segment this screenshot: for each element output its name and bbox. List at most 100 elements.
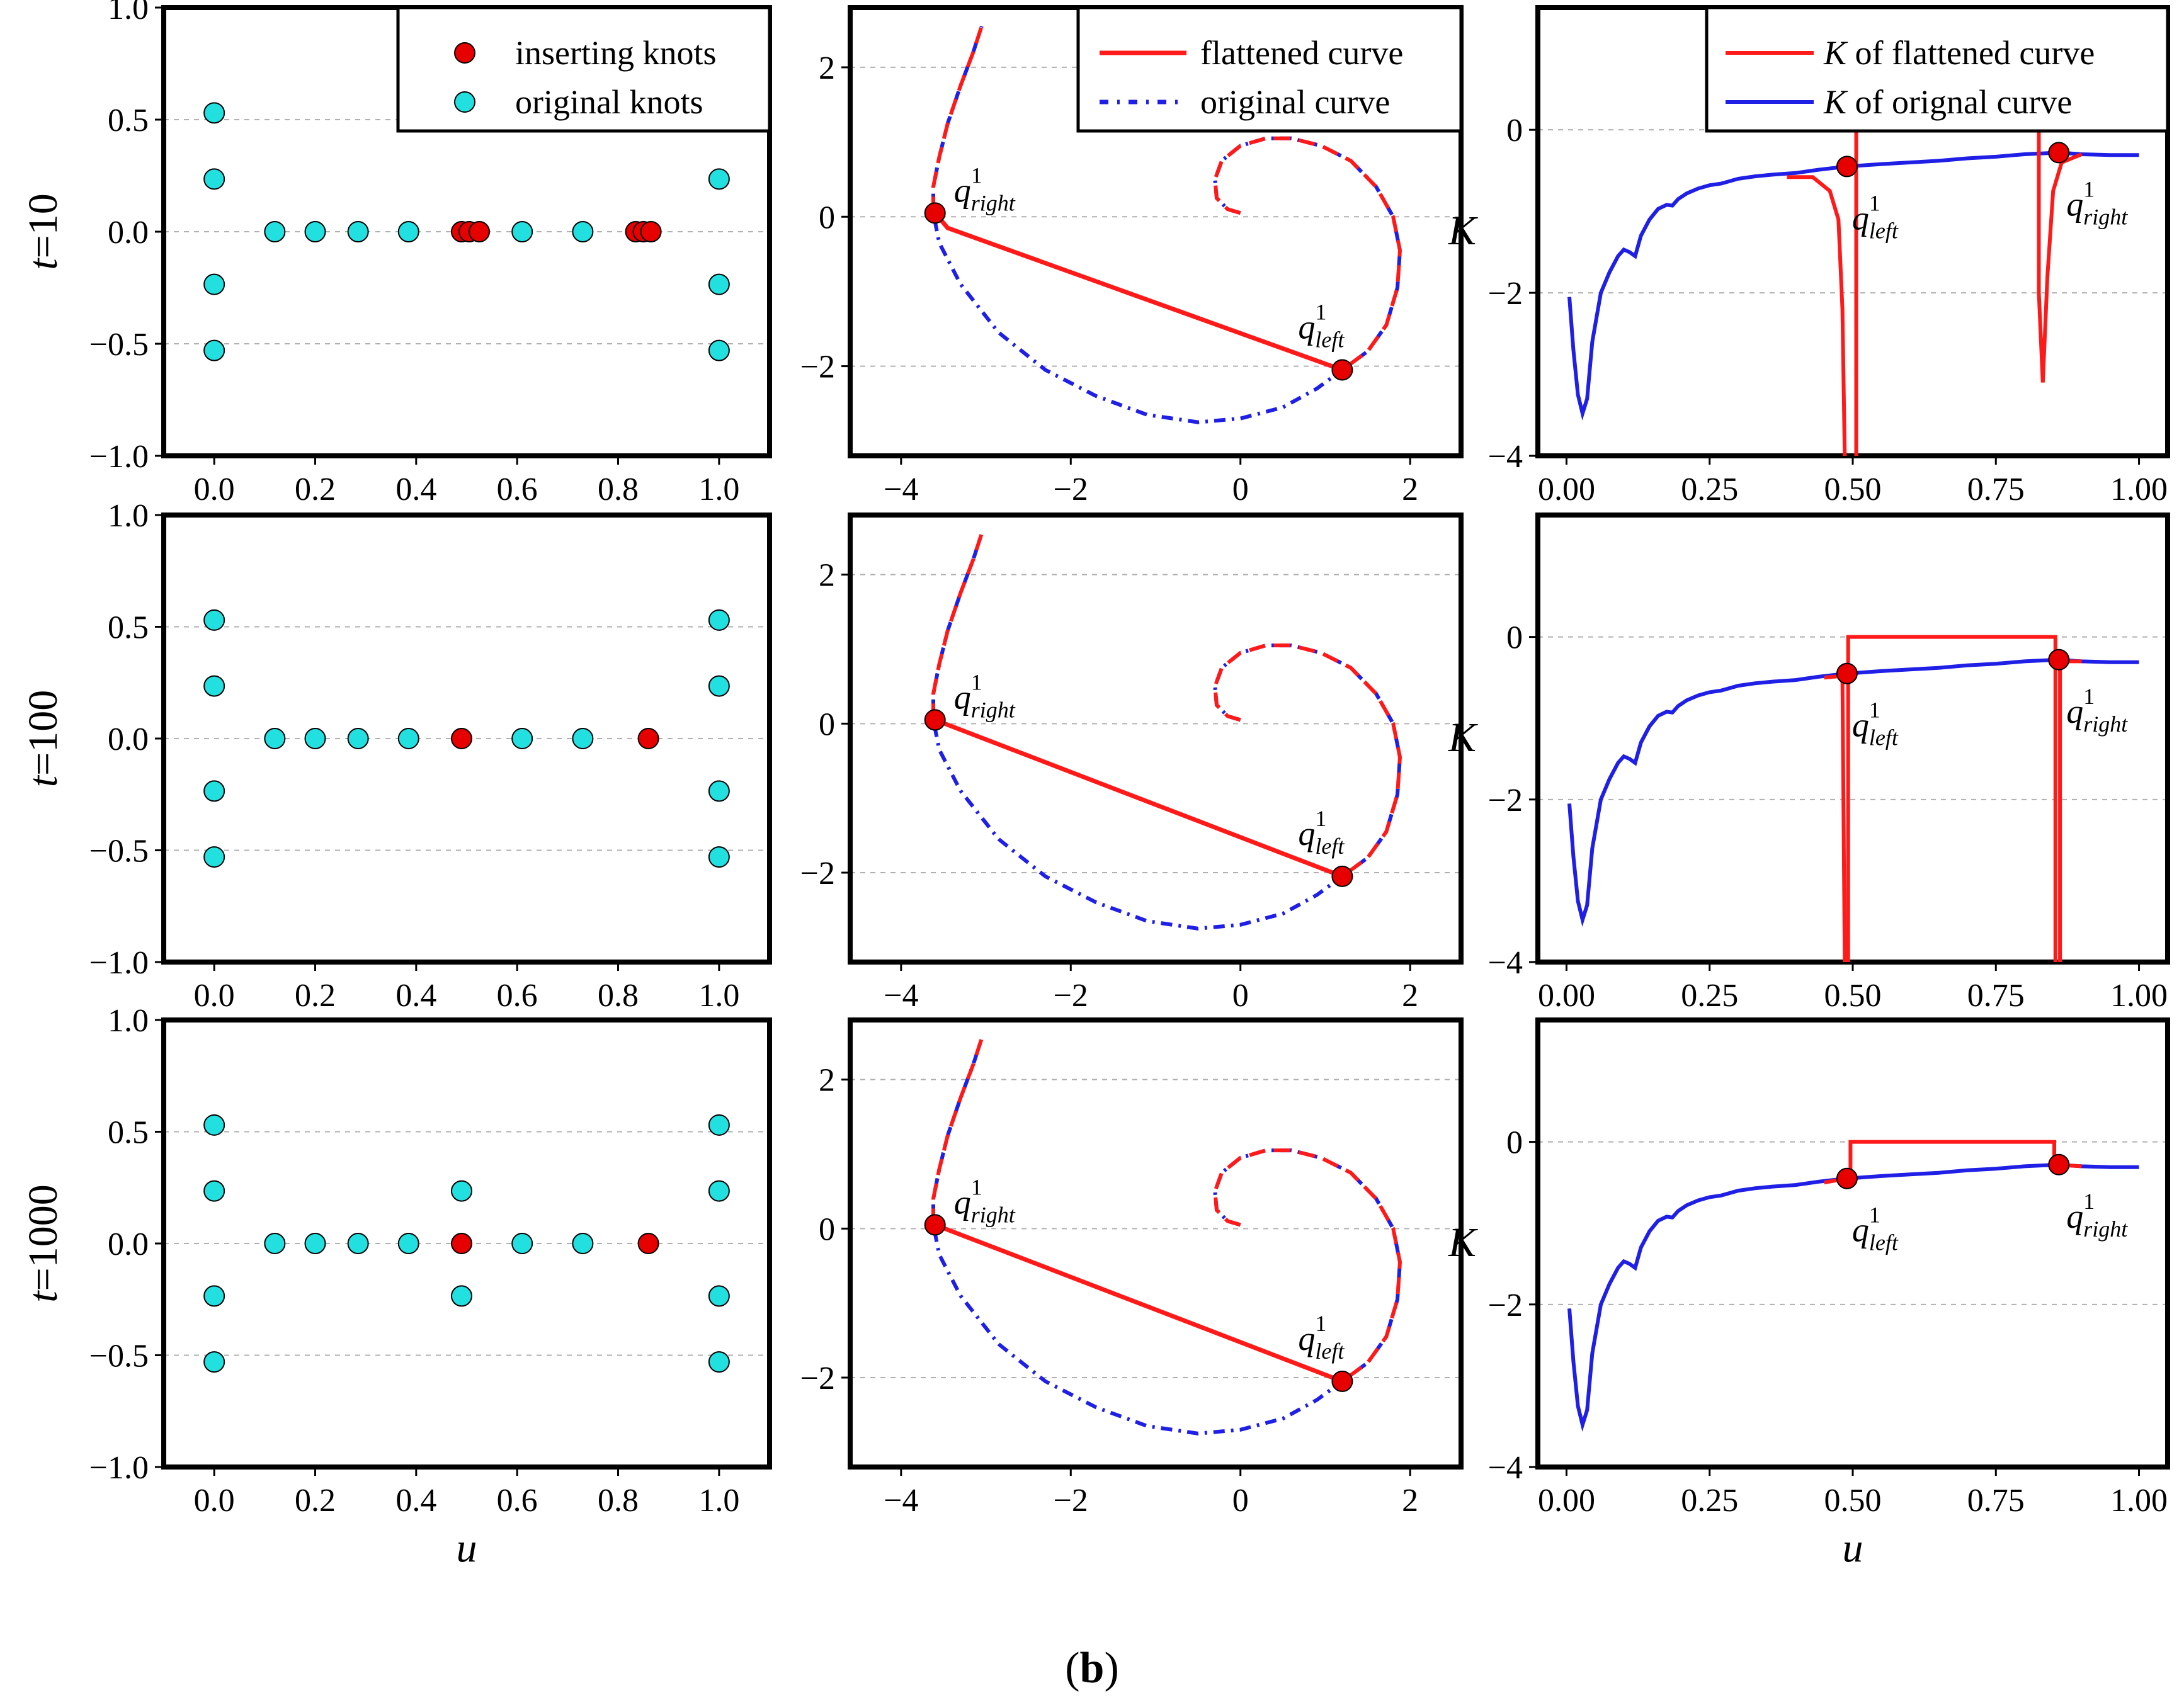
y-tick-label: −2 [1488, 276, 1523, 312]
original-knot [264, 728, 286, 749]
flattened-curve-line [931, 533, 984, 720]
flattened-curve-line [1213, 643, 1402, 878]
legend-label: K of orignal curve [1823, 83, 2072, 121]
q-left-marker [1331, 1370, 1353, 1392]
y-tick-label: −2 [800, 349, 835, 385]
x-tick-label: 1.0 [698, 472, 739, 507]
x-tick-label: 0.0 [194, 472, 235, 507]
original-knot [264, 221, 286, 242]
y-tick-label: 0.5 [108, 1115, 149, 1151]
q-right-marker [924, 1214, 946, 1236]
original-knot [450, 1180, 472, 1202]
y-tick-label: −2 [800, 856, 835, 892]
original-knot [203, 102, 225, 124]
x-tick-label: 1.00 [2110, 978, 2168, 1014]
x-tick-label: 0.6 [497, 978, 538, 1014]
legend-label: original curve [1200, 83, 1390, 121]
flattened-curve-line [931, 25, 984, 213]
q-right-marker [924, 202, 946, 224]
x-tick-label: 0.25 [1681, 978, 1738, 1014]
original-knot [708, 675, 730, 697]
y-tick-label: 0 [1506, 1125, 1523, 1161]
y-tick-label: 0.5 [108, 610, 149, 646]
panel-curve-t10: −4 −2 0 2 −2 0 2 q1 right q1 left flattened curve or… [800, 5, 1464, 507]
original-knot [203, 846, 225, 868]
original-knot [203, 273, 225, 295]
inserting-knot [637, 728, 659, 749]
q-left-label: q1 left [1852, 698, 1899, 751]
inserting-knot [640, 221, 662, 242]
x-tick-label: 0.8 [598, 472, 639, 507]
y-tick-label: −2 [1488, 783, 1523, 819]
K-flattened-line [1854, 128, 2083, 456]
x-tick-label: 0.6 [497, 472, 538, 507]
q-right-marker [2048, 142, 2070, 164]
original-knot [708, 339, 730, 361]
y-tick-label: −1.0 [89, 439, 149, 475]
x-tick-label: 0.6 [497, 1483, 538, 1519]
y-tick-label: −4 [1488, 945, 1523, 981]
K-flattened-line [1787, 175, 1847, 456]
q-left-label: q1 left [1852, 1203, 1899, 1255]
y-tick-label: −4 [1488, 1450, 1523, 1486]
x-tick-label: 2 [1402, 472, 1418, 507]
flattened-segment-line [934, 718, 1343, 879]
x-tick-label: 0.25 [1681, 1483, 1738, 1519]
K-original-line [1567, 657, 2139, 927]
x-tick-label: 0 [1232, 472, 1249, 507]
original-knot [708, 1180, 730, 1202]
x-tick-label: 0.75 [1967, 1483, 2025, 1519]
x-tick-label: 0.50 [1824, 472, 1882, 507]
x-tick-label: 0 [1232, 978, 1249, 1014]
K-flattened-line [1846, 635, 2057, 962]
x-tick-label: 0.75 [1967, 472, 2025, 507]
original-knot [397, 728, 419, 749]
original-knot [397, 1233, 419, 1254]
legend-label: K of flattened curve [1823, 34, 2095, 72]
x-tick-label: 2 [1402, 978, 1418, 1014]
original-knot [708, 273, 730, 295]
x-tick-label: −2 [1054, 1483, 1088, 1519]
y-tick-label: −4 [1488, 439, 1523, 475]
y-axis-label: K [1448, 1220, 1478, 1266]
x-tick-label: 0.50 [1824, 978, 1882, 1014]
y-tick-label: 0 [1506, 113, 1523, 149]
original-knot [397, 221, 419, 242]
inserting-knot [469, 221, 491, 242]
q-left-marker [1331, 359, 1353, 381]
original-knot [264, 1233, 286, 1254]
axes-frame [848, 1017, 1464, 1470]
x-tick-label: 0.0 [194, 1483, 235, 1519]
original-knot [511, 728, 533, 749]
panel-curve-t100: −4 −2 0 2 −2 0 2 q1 right q1 left [800, 513, 1464, 1014]
x-tick-label: 0.75 [1967, 978, 2025, 1014]
q-right-label: q1 right [954, 669, 1016, 722]
original-knot [572, 221, 594, 242]
q-right-marker [2048, 649, 2070, 671]
y-tick-label: −0.5 [89, 1339, 149, 1374]
x-axis-label: u [1843, 1525, 1863, 1571]
y-tick-label: 2 [819, 558, 835, 594]
x-tick-label: 0.2 [295, 1483, 336, 1519]
legend: flattened curve original curve [1076, 6, 1463, 133]
y-tick-label: 0 [819, 200, 835, 235]
inserting-knot [450, 728, 472, 749]
x-tick-label: 0.00 [1538, 1483, 1595, 1519]
original-knot [347, 1233, 369, 1254]
x-tick-label: 1.0 [698, 978, 739, 1014]
inserting-knot [450, 1233, 472, 1254]
panels: 0.0 0.2 0.4 0.6 0.8 1.0 −1.0 −0.5 0.0 0.5 1.0 t=10 i… [20, 0, 2170, 1571]
q-right-label: q1 right [2066, 684, 2128, 737]
legend-box [1076, 6, 1463, 133]
original-knot [203, 1180, 225, 1202]
y-tick-label: 0.0 [108, 1226, 149, 1262]
q-left-marker [1836, 1167, 1858, 1189]
figure-caption: (b) [1065, 1644, 1119, 1692]
legend-label: original knots [515, 83, 703, 121]
flattened-segment-line [934, 1223, 1343, 1384]
flattened-segment-line [933, 212, 1343, 372]
K-flattened-line [1824, 674, 1847, 963]
x-tick-label: −2 [1054, 472, 1088, 507]
x-tick-label: 0.2 [295, 472, 336, 507]
flattened-curve-line [1213, 136, 1402, 371]
